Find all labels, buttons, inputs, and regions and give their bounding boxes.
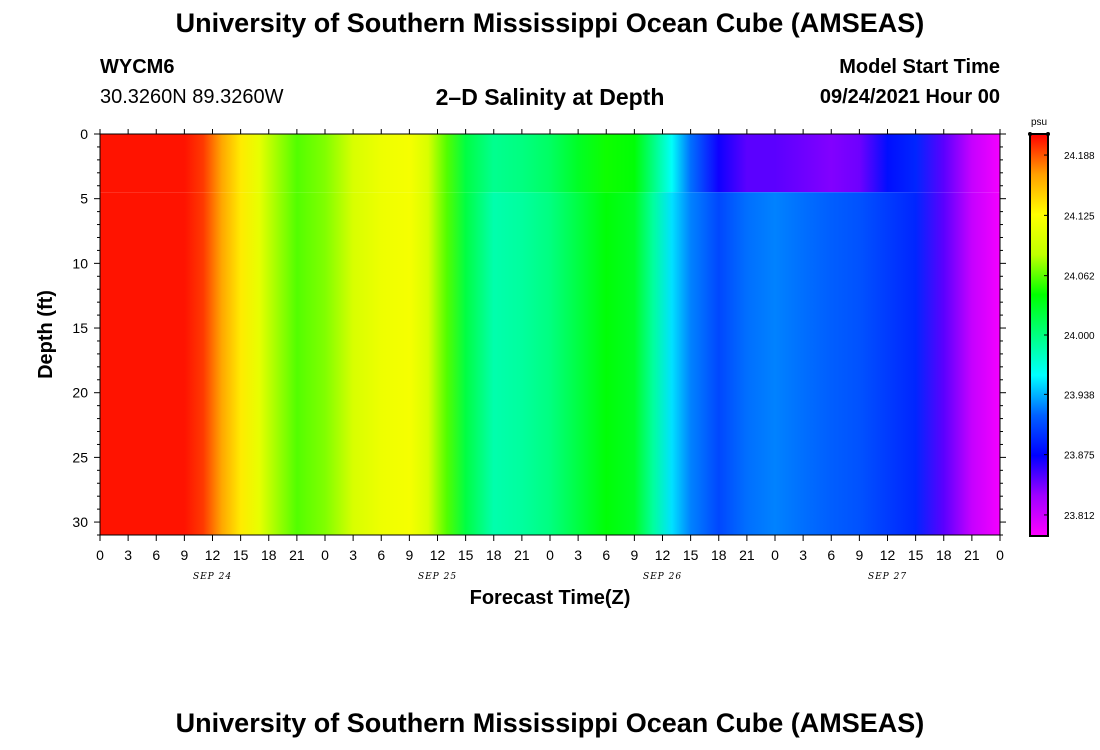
heatmap-lower-layer — [100, 192, 1000, 536]
x-tick-label: 9 — [855, 547, 863, 563]
y-axis-label: Depth (ft) — [35, 290, 57, 379]
colorbar-tick-label: 24.062 — [1064, 272, 1095, 283]
plot-title: 2–D Salinity at Depth — [435, 84, 665, 110]
x-tick-label: 9 — [405, 547, 413, 563]
x-tick-label: 21 — [289, 547, 305, 563]
colorbar-tick-label: 23.938 — [1064, 390, 1095, 401]
x-tick-label: 15 — [908, 547, 924, 563]
station-coordinates: 30.3260N 89.3260W — [100, 86, 284, 108]
x-tick-label: 0 — [996, 547, 1004, 563]
x-date-label: SEP 27 — [868, 572, 907, 582]
x-tick-label: 0 — [771, 547, 779, 563]
colorbar-unit: psu — [1031, 117, 1047, 128]
x-tick-label: 6 — [827, 547, 835, 563]
x-tick-label: 12 — [655, 547, 671, 563]
y-tick-label: 30 — [72, 514, 88, 530]
y-tick-label: 20 — [72, 385, 88, 401]
y-tick-label: 5 — [80, 191, 88, 207]
x-tick-label: 3 — [574, 547, 582, 563]
x-tick-label: 21 — [514, 547, 530, 563]
x-tick-label: 6 — [602, 547, 610, 563]
x-tick-label: 12 — [880, 547, 896, 563]
heatmap — [100, 134, 1000, 536]
colorbar-tick-label: 24.000 — [1064, 331, 1095, 342]
x-tick-label: 6 — [377, 547, 385, 563]
x-tick-label: 6 — [152, 547, 160, 563]
page-title: University of Southern Mississippi Ocean… — [175, 8, 925, 38]
x-tick-label: 12 — [205, 547, 221, 563]
x-tick-label: 9 — [180, 547, 188, 563]
x-tick-label: 3 — [799, 547, 807, 563]
x-tick-label: 3 — [124, 547, 132, 563]
x-tick-label: 0 — [96, 547, 104, 563]
y-tick-label: 15 — [72, 320, 88, 336]
colorbar: psu 24.188 24.125 24.062 24.000 23.938 23.875 2… — [1028, 117, 1095, 537]
page-footer-title: University of Southern Mississippi Ocean… — [175, 708, 925, 738]
y-tick-label: 25 — [72, 449, 88, 465]
x-tick-label: 18 — [261, 547, 277, 563]
x-date-label: SEP 26 — [643, 572, 682, 582]
x-tick-label: 15 — [458, 547, 474, 563]
y-tick-label: 0 — [80, 126, 88, 142]
y-tick-label: 10 — [72, 255, 88, 271]
colorbar-tick-label: 24.125 — [1064, 211, 1095, 222]
x-tick-label: 0 — [546, 547, 554, 563]
colorbar-tick-label: 24.188 — [1064, 151, 1095, 162]
colorbar-corner — [1046, 132, 1050, 136]
x-axis-label: Forecast Time(Z) — [470, 587, 631, 609]
x-tick-label: 21 — [739, 547, 755, 563]
colorbar-tick-label: 23.875 — [1064, 451, 1095, 462]
heatmap-upper-layer — [100, 134, 1000, 193]
x-tick-label: 21 — [964, 547, 980, 563]
x-tick-label: 15 — [233, 547, 249, 563]
model-start-value: 09/24/2021 Hour 00 — [819, 86, 1000, 108]
x-tick-label: 3 — [349, 547, 357, 563]
x-tick-label: 0 — [321, 547, 329, 563]
model-start-label: Model Start Time — [839, 56, 1000, 78]
x-date-label: SEP 25 — [418, 572, 457, 582]
station-id: WYCM6 — [100, 56, 175, 78]
x-tick-label: 12 — [430, 547, 446, 563]
axes: 0 3 6 9 12 15 18 21 0 3 6 9 12 15 18 21 0 3 6 9 12 15 18 21 0 3 6 9… — [35, 126, 1006, 609]
x-tick-label: 15 — [683, 547, 699, 563]
colorbar-tick-label: 23.812 — [1064, 511, 1095, 522]
x-tick-label: 18 — [486, 547, 502, 563]
x-date-label: SEP 24 — [193, 572, 232, 582]
x-tick-label: 18 — [711, 547, 727, 563]
x-tick-label: 18 — [936, 547, 952, 563]
x-tick-label: 9 — [630, 547, 638, 563]
colorbar-corner — [1028, 132, 1032, 136]
